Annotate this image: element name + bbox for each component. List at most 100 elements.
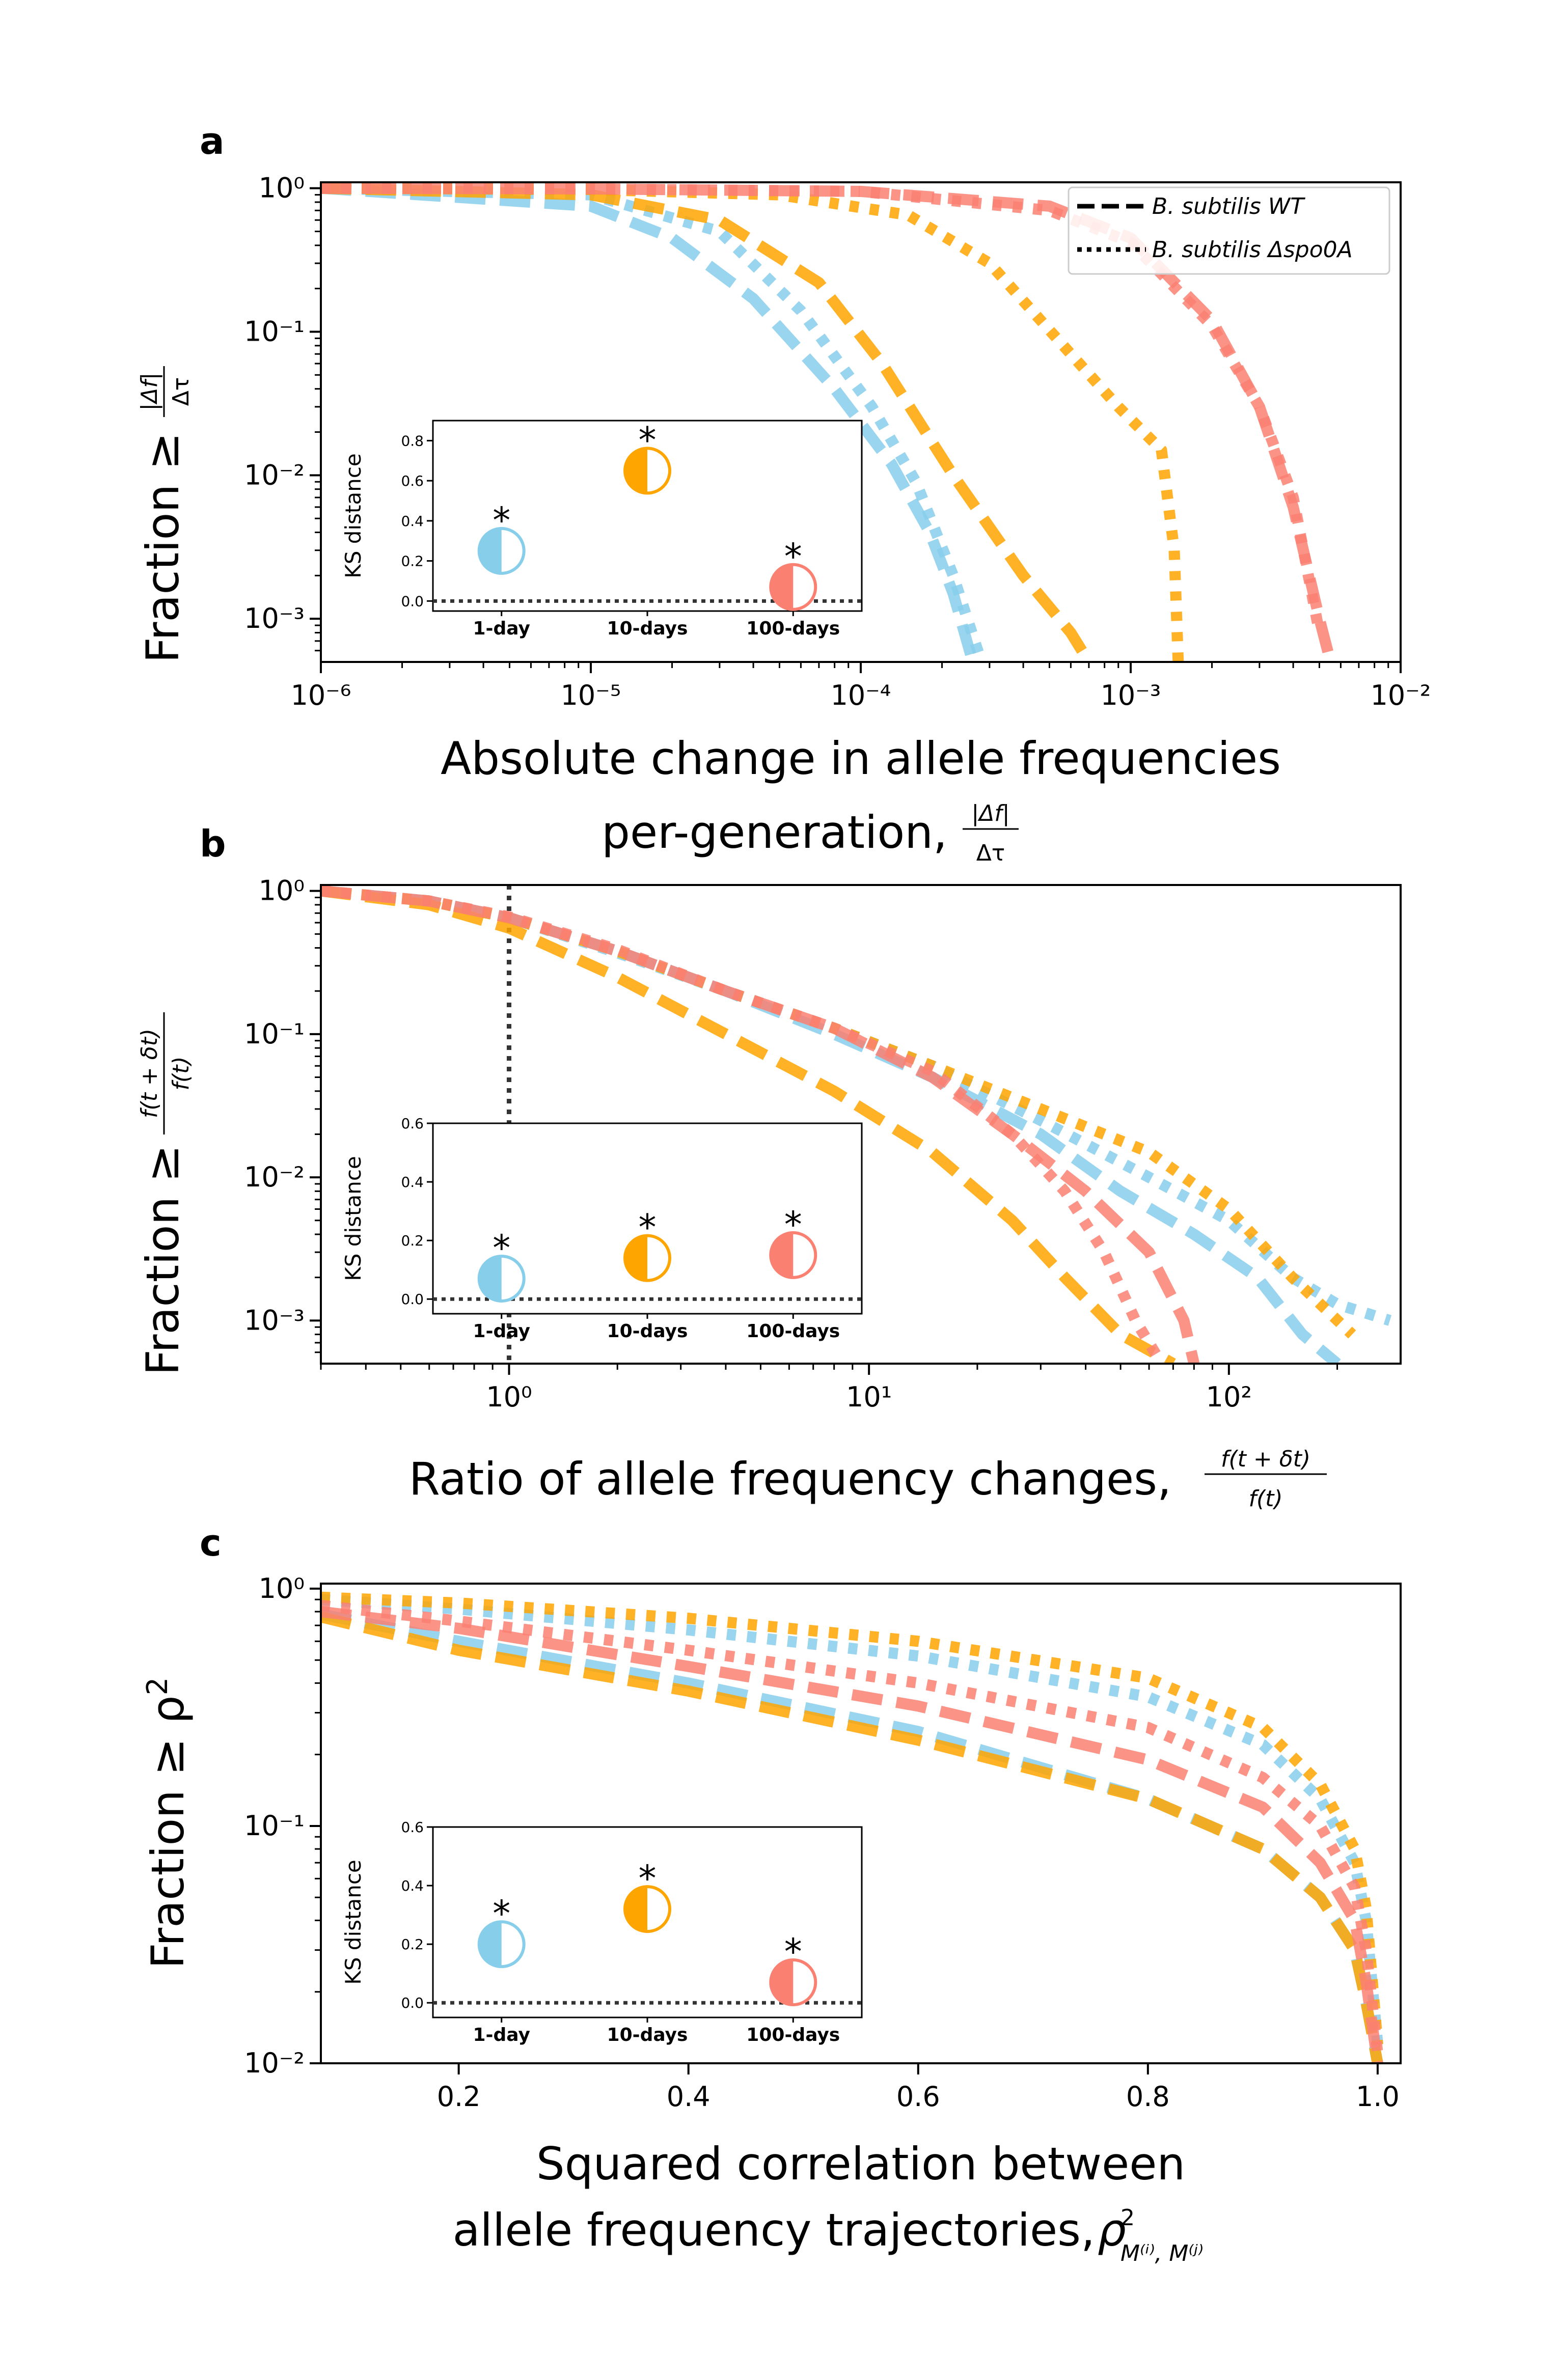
panel-b-xlabel-den: f(t) <box>1248 1486 1282 1512</box>
x-tick-label: 10⁻³ <box>1101 679 1161 711</box>
x-tick-label: 10⁻⁶ <box>291 679 351 711</box>
inset-y-tick-label: 0.4 <box>401 1174 424 1191</box>
panel-c-ylabel: Fraction ≥ ρ2 <box>141 1677 194 1969</box>
panel-letter-a: a <box>200 120 225 162</box>
inset-y-tick-label: 0.2 <box>401 1936 424 1953</box>
series-line-d100-dash <box>321 182 1336 662</box>
x-tick-label: 0.8 <box>1126 2081 1170 2113</box>
panel-a-xlabel-num: |Δf| <box>971 800 1009 826</box>
inset-marker-fill <box>625 1235 647 1281</box>
panel-letter-b: b <box>200 822 226 865</box>
inset-y-tick-label: 0.8 <box>401 432 424 449</box>
x-tick-label: 10⁻⁵ <box>561 679 621 711</box>
inset-marker-fill <box>625 1887 647 1932</box>
inset-category-label: 100-days <box>746 2025 840 2045</box>
series-line-d10-dash <box>321 885 1176 1364</box>
panel-a-inset: KS distance 0.0 0.2 0.4 0.6 0.8 1-day * 10-days… <box>341 419 863 639</box>
y-tick-label: 10⁰ <box>259 172 305 204</box>
inset-marker-fill <box>625 448 647 493</box>
inset-category-label: 1-day <box>473 1321 530 1342</box>
y-tick-label: 10⁻² <box>244 2047 305 2079</box>
legend: B. subtilis WT B. subtilis Δspo0A <box>1068 186 1390 275</box>
inset-category-label: 10-days <box>607 2025 688 2045</box>
series-line-d10-dot <box>321 885 1356 1339</box>
panel-c-xlabel-line1: Squared correlation between <box>536 2138 1185 2190</box>
panel-a-ylabel: Fraction ≥ |Δf| Δτ <box>136 366 194 663</box>
y-tick-label: 10⁻³ <box>244 1304 305 1336</box>
panel-a-inset-ylabel: KS distance <box>341 453 366 578</box>
inset-y-tick-label: 0.6 <box>401 1115 424 1132</box>
panel-b-ylabel-prefix: Fraction ≥ <box>136 1145 189 1375</box>
inset-significance-star: * <box>493 1227 510 1269</box>
x-tick-label: 10⁻² <box>1371 679 1431 711</box>
panel-c-inset-ylabel: KS distance <box>341 1860 366 1985</box>
legend-frame <box>1068 186 1390 275</box>
panel-a: a 10⁻⁶ 10⁻⁵ 10⁻⁴ 10⁻³ 10⁻² 10⁰ 10⁻¹ 10⁻² 10⁻³ B.… <box>136 120 1431 866</box>
panel-a-ylabel-num: |Δf| <box>136 372 162 410</box>
panel-b-inset-ylabel: KS distance <box>341 1156 366 1281</box>
x-tick-label: 0.4 <box>667 2081 710 2113</box>
panel-c-series <box>321 1591 1383 2063</box>
panel-b-xlabel: Ratio of allele frequency changes, <box>409 1453 1171 1505</box>
inset-y-tick-label: 0.0 <box>401 1291 424 1308</box>
panel-c-inset-content: 0.0 0.2 0.4 0.6 1-day * 10-days * 100-days * <box>401 1819 862 2045</box>
inset-category-label: 100-days <box>746 618 840 639</box>
panel-c-xlabel-rho: ρ <box>1098 2204 1126 2256</box>
panel-b: b 10⁰ 10¹ 10² 10⁰ 10⁻¹ 10⁻² 10⁻³ Fraction ≥ f(… <box>136 822 1402 1512</box>
legend-wt-label: B. subtilis WT <box>1152 193 1305 219</box>
y-tick-label: 10⁻² <box>244 1161 305 1193</box>
inset-significance-star: * <box>493 1893 510 1934</box>
inset-marker-fill <box>479 1922 502 1967</box>
inset-y-tick-label: 0.6 <box>401 473 424 489</box>
x-tick-label: 10⁻⁴ <box>831 679 891 711</box>
series-line-d100-dash <box>321 885 1200 1364</box>
y-tick-label: 10⁻¹ <box>244 1810 305 1842</box>
panel-a-xlabel-line2: per-generation, <box>602 806 947 859</box>
y-tick-label: 10⁻¹ <box>244 315 305 347</box>
series-line-d10-dot <box>321 1591 1383 2045</box>
panel-b-inset-content: 0.0 0.2 0.4 0.6 1-day * 10-days * 100-days * <box>401 1115 862 1342</box>
panel-c-xlabel-rho-sup: 2 <box>1120 2205 1135 2231</box>
panel-b-series <box>321 885 1392 1364</box>
inset-category-label: 100-days <box>746 1321 840 1342</box>
x-tick-label: 0.6 <box>896 2081 940 2113</box>
inset-category-label: 1-day <box>473 618 530 639</box>
panel-b-ylabel-num: f(t + δt) <box>136 1029 162 1118</box>
panel-b-ylabel-den: f(t) <box>168 1056 194 1090</box>
inset-y-tick-label: 0.0 <box>401 593 424 610</box>
inset-significance-star: * <box>784 1931 802 1973</box>
series-line-d10-dash <box>321 182 1094 662</box>
panel-a-inset-content: 0.0 0.2 0.4 0.6 0.8 1-day * 10-days * 100-days * <box>401 419 862 639</box>
inset-y-tick-label: 0.0 <box>401 1995 424 2011</box>
panel-b-ylabel: Fraction ≥ f(t + δt) f(t) <box>136 1012 194 1375</box>
legend-spo-label: B. subtilis Δspo0A <box>1152 237 1353 263</box>
panel-a-ticks: 10⁻⁶ 10⁻⁵ 10⁻⁴ 10⁻³ 10⁻² 10⁰ 10⁻¹ 10⁻² 10⁻³ <box>244 172 1431 711</box>
y-tick-label: 10⁰ <box>259 875 305 907</box>
panel-b-inset: KS distance 0.0 0.2 0.4 0.6 1-day * 10-days * 10… <box>341 1115 863 1342</box>
panel-c-ticks: 0.2 0.4 0.6 0.8 1.0 10⁰ 10⁻¹ 10⁻² <box>244 1572 1400 2113</box>
y-tick-label: 10⁻² <box>244 459 305 491</box>
panel-c-xlabel-rho-sub: M⁽ⁱ⁾, M⁽ʲ⁾ <box>1120 2240 1204 2266</box>
series-line-d100-dash <box>321 1606 1383 2063</box>
panel-c-plot-frame <box>320 1583 1402 2064</box>
inset-y-tick-label: 0.4 <box>401 1877 424 1894</box>
inset-y-tick-label: 0.2 <box>401 553 424 570</box>
x-tick-label: 10¹ <box>846 1381 892 1413</box>
panel-b-xlabel-num: f(t + δt) <box>1221 1446 1310 1472</box>
panel-letter-c: c <box>200 1521 222 1564</box>
inset-category-label: 10-days <box>607 1321 688 1342</box>
inset-marker-fill <box>771 1959 794 2005</box>
inset-marker-fill <box>479 1256 502 1301</box>
panel-c-xlabel-line2: allele frequency trajectories, <box>453 2204 1095 2256</box>
inset-marker-fill <box>771 1232 794 1278</box>
panel-c: c 0.2 0.4 0.6 0.8 1.0 10⁰ 10⁻¹ 10⁻² Fraction ≥ … <box>141 1521 1402 2266</box>
panel-b-ticks: 10⁰ 10¹ 10² 10⁰ 10⁻¹ 10⁻² 10⁻³ <box>244 875 1338 1413</box>
panel-c-inset: KS distance 0.0 0.2 0.4 0.6 1-day * 10-days * 10… <box>341 1819 863 2045</box>
panel-a-xlabel-den: Δτ <box>976 840 1005 866</box>
inset-marker-fill <box>479 528 502 573</box>
x-tick-label: 10⁰ <box>486 1381 532 1413</box>
series-line-d100-dot <box>321 1599 1383 2054</box>
inset-y-tick-label: 0.6 <box>401 1819 424 1836</box>
inset-significance-star: * <box>639 1207 657 1249</box>
